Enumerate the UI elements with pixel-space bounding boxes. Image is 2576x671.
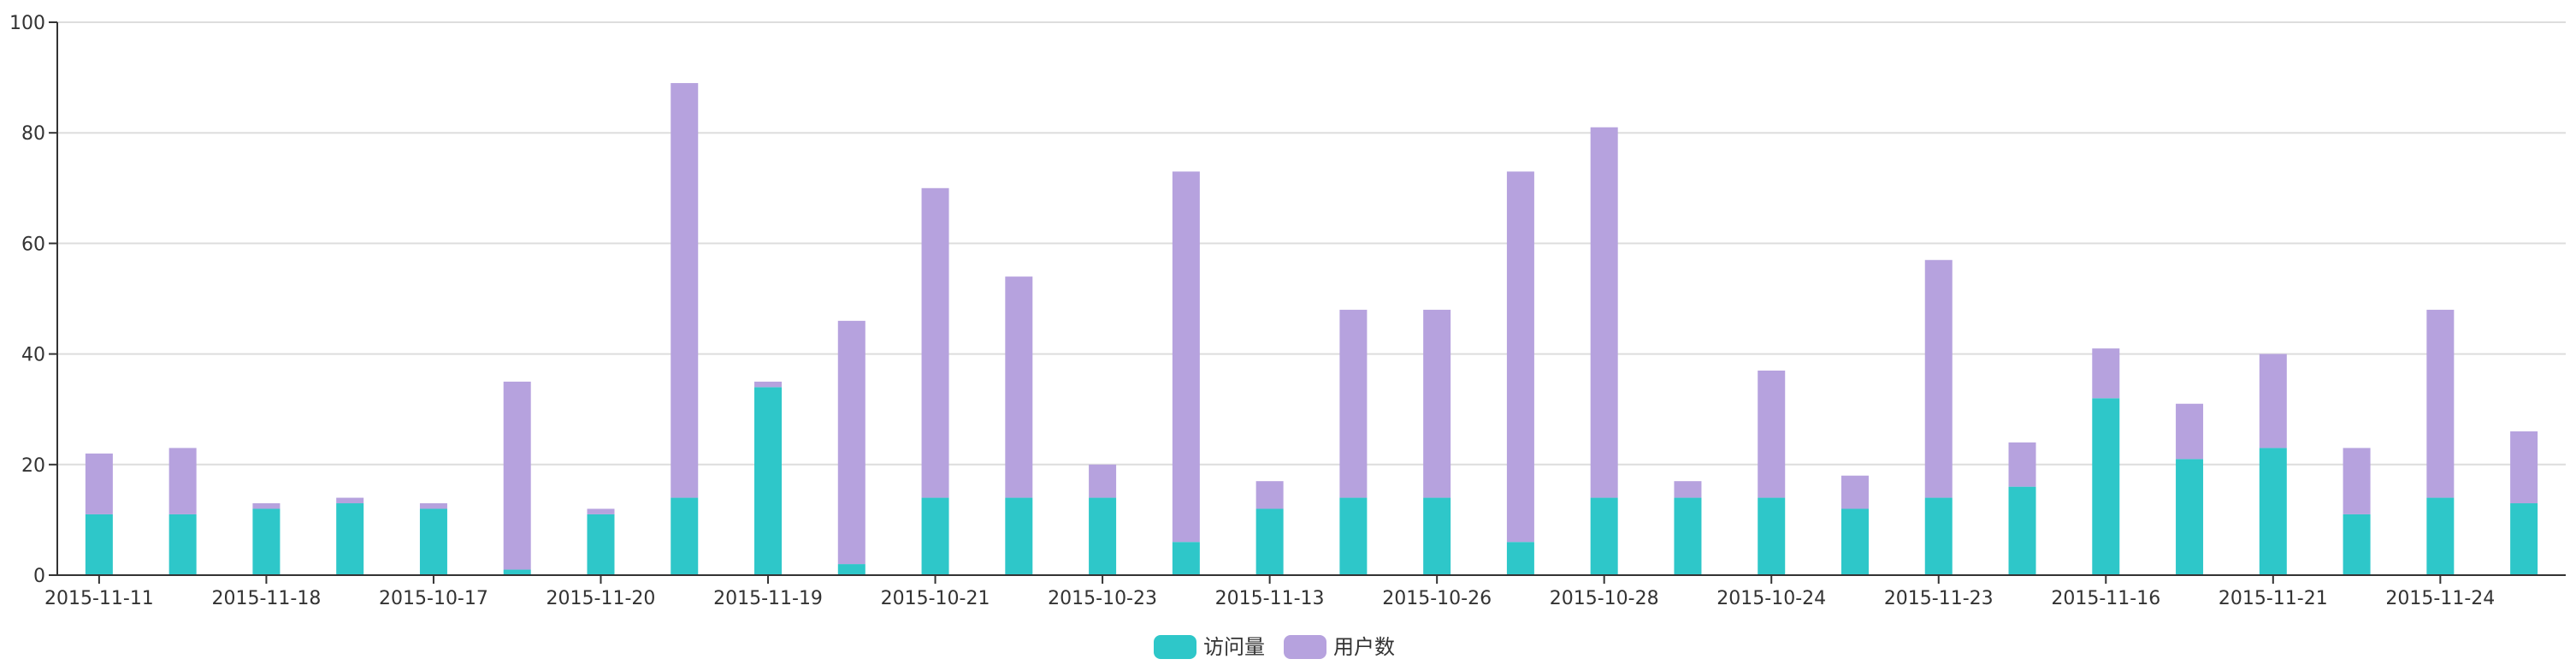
bar-1-6[interactable]	[587, 508, 615, 514]
bar-1-23[interactable]	[2008, 442, 2036, 487]
x-tick-label-14: 2015-11-13	[1215, 588, 1325, 609]
bar-0-6[interactable]	[587, 514, 615, 575]
y-tick-label-1: 20	[21, 455, 45, 477]
bar-0-1[interactable]	[168, 514, 197, 575]
x-tick-label-10: 2015-10-21	[881, 588, 990, 609]
legend-item-0[interactable]: 访问量	[1154, 635, 1265, 659]
x-tick-label-26: 2015-11-21	[2219, 588, 2328, 609]
legend-label-1: 用户数	[1333, 635, 1395, 659]
bar-0-16[interactable]	[1423, 497, 1451, 575]
bar-1-10[interactable]	[921, 187, 949, 498]
bar-0-2[interactable]	[252, 508, 281, 575]
bar-1-12[interactable]	[1089, 464, 1117, 498]
legend: 访问量 用户数	[1154, 635, 1395, 659]
bar-0-11[interactable]	[1005, 497, 1033, 575]
bar-0-20[interactable]	[1758, 497, 1786, 575]
y-tick-label-5: 100	[9, 13, 45, 34]
bar-1-13[interactable]	[1172, 171, 1200, 543]
bar-1-1[interactable]	[168, 448, 197, 514]
bar-1-5[interactable]	[503, 381, 531, 570]
x-tick-label-8: 2015-11-19	[713, 588, 823, 609]
bar-1-28[interactable]	[2426, 309, 2455, 498]
bar-0-29[interactable]	[2510, 503, 2538, 575]
bar-1-21[interactable]	[1840, 475, 1869, 509]
bar-1-0[interactable]	[85, 453, 113, 514]
x-tick-label-18: 2015-10-28	[1550, 588, 1659, 609]
bar-0-13[interactable]	[1172, 542, 1200, 575]
x-tick-label-20: 2015-10-24	[1716, 588, 1826, 609]
y-tick-label-2: 40	[21, 345, 45, 366]
x-tick-label-16: 2015-10-26	[1382, 588, 1492, 609]
bar-1-3[interactable]	[336, 497, 364, 504]
bar-0-27[interactable]	[2343, 514, 2371, 575]
bar-0-7[interactable]	[671, 497, 699, 575]
bar-0-8[interactable]	[754, 387, 783, 575]
bar-0-18[interactable]	[1590, 497, 1618, 575]
x-tick-label-22: 2015-11-23	[1884, 588, 1994, 609]
bar-1-16[interactable]	[1423, 309, 1451, 498]
bar-0-25[interactable]	[2176, 459, 2204, 575]
bar-1-17[interactable]	[1506, 171, 1534, 543]
tick-labels: 0 20 40 60 80 100 2015-11-11 2015-11-18 2015-10-…	[9, 13, 2495, 609]
y-tick-label-3: 60	[21, 234, 45, 255]
x-tick-label-28: 2015-11-24	[2385, 588, 2495, 609]
bar-0-19[interactable]	[1674, 497, 1702, 575]
x-tick-label-2: 2015-11-18	[211, 588, 321, 609]
bar-1-11[interactable]	[1005, 276, 1033, 498]
bar-1-14[interactable]	[1256, 481, 1284, 509]
bar-1-22[interactable]	[1924, 259, 1953, 498]
bar-1-2[interactable]	[252, 503, 281, 509]
bar-1-25[interactable]	[2176, 403, 2204, 460]
bar-1-24[interactable]	[2092, 348, 2120, 399]
bar-0-12[interactable]	[1089, 497, 1117, 575]
bar-0-17[interactable]	[1506, 542, 1534, 575]
x-tick-label-4: 2015-10-17	[379, 588, 488, 609]
bar-1-8[interactable]	[754, 381, 783, 388]
bar-0-5[interactable]	[503, 569, 531, 575]
bar-1-26[interactable]	[2259, 353, 2287, 448]
bar-0-23[interactable]	[2008, 486, 2036, 575]
bar-0-4[interactable]	[419, 508, 447, 575]
bar-0-3[interactable]	[336, 503, 364, 575]
bar-0-26[interactable]	[2259, 448, 2287, 575]
x-tick-label-12: 2015-10-23	[1048, 588, 1157, 609]
bar-1-18[interactable]	[1590, 127, 1618, 498]
bar-0-28[interactable]	[2426, 497, 2455, 575]
bar-0-15[interactable]	[1339, 497, 1368, 575]
bar-0-9[interactable]	[837, 564, 866, 575]
bar-0-21[interactable]	[1840, 508, 1869, 575]
bar-0-22[interactable]	[1924, 497, 1953, 575]
bar-0-24[interactable]	[2092, 398, 2120, 575]
y-tick-label-4: 80	[21, 123, 45, 145]
bar-1-19[interactable]	[1674, 481, 1702, 498]
x-tick-label-6: 2015-11-20	[547, 588, 656, 609]
y-tick-label-0: 0	[33, 566, 45, 587]
gridlines	[57, 21, 2566, 466]
legend-swatch-1	[1284, 635, 1326, 659]
bar-0-14[interactable]	[1256, 508, 1284, 575]
legend-swatch-0	[1154, 635, 1196, 659]
bar-1-9[interactable]	[837, 320, 866, 565]
bar-0-0[interactable]	[85, 514, 113, 575]
bar-1-29[interactable]	[2510, 431, 2538, 504]
legend-label-0: 访问量	[1203, 635, 1265, 659]
bar-1-7[interactable]	[671, 83, 699, 498]
bar-1-15[interactable]	[1339, 309, 1368, 498]
bar-1-20[interactable]	[1758, 370, 1786, 498]
legend-item-1[interactable]: 用户数	[1284, 635, 1395, 659]
bar-1-4[interactable]	[419, 503, 447, 509]
x-tick-label-0: 2015-11-11	[44, 588, 154, 609]
bars	[85, 83, 2538, 575]
x-tick-label-24: 2015-11-16	[2051, 588, 2160, 609]
bar-0-10[interactable]	[921, 497, 949, 575]
axes	[49, 21, 2566, 584]
bar-1-27[interactable]	[2343, 448, 2371, 514]
